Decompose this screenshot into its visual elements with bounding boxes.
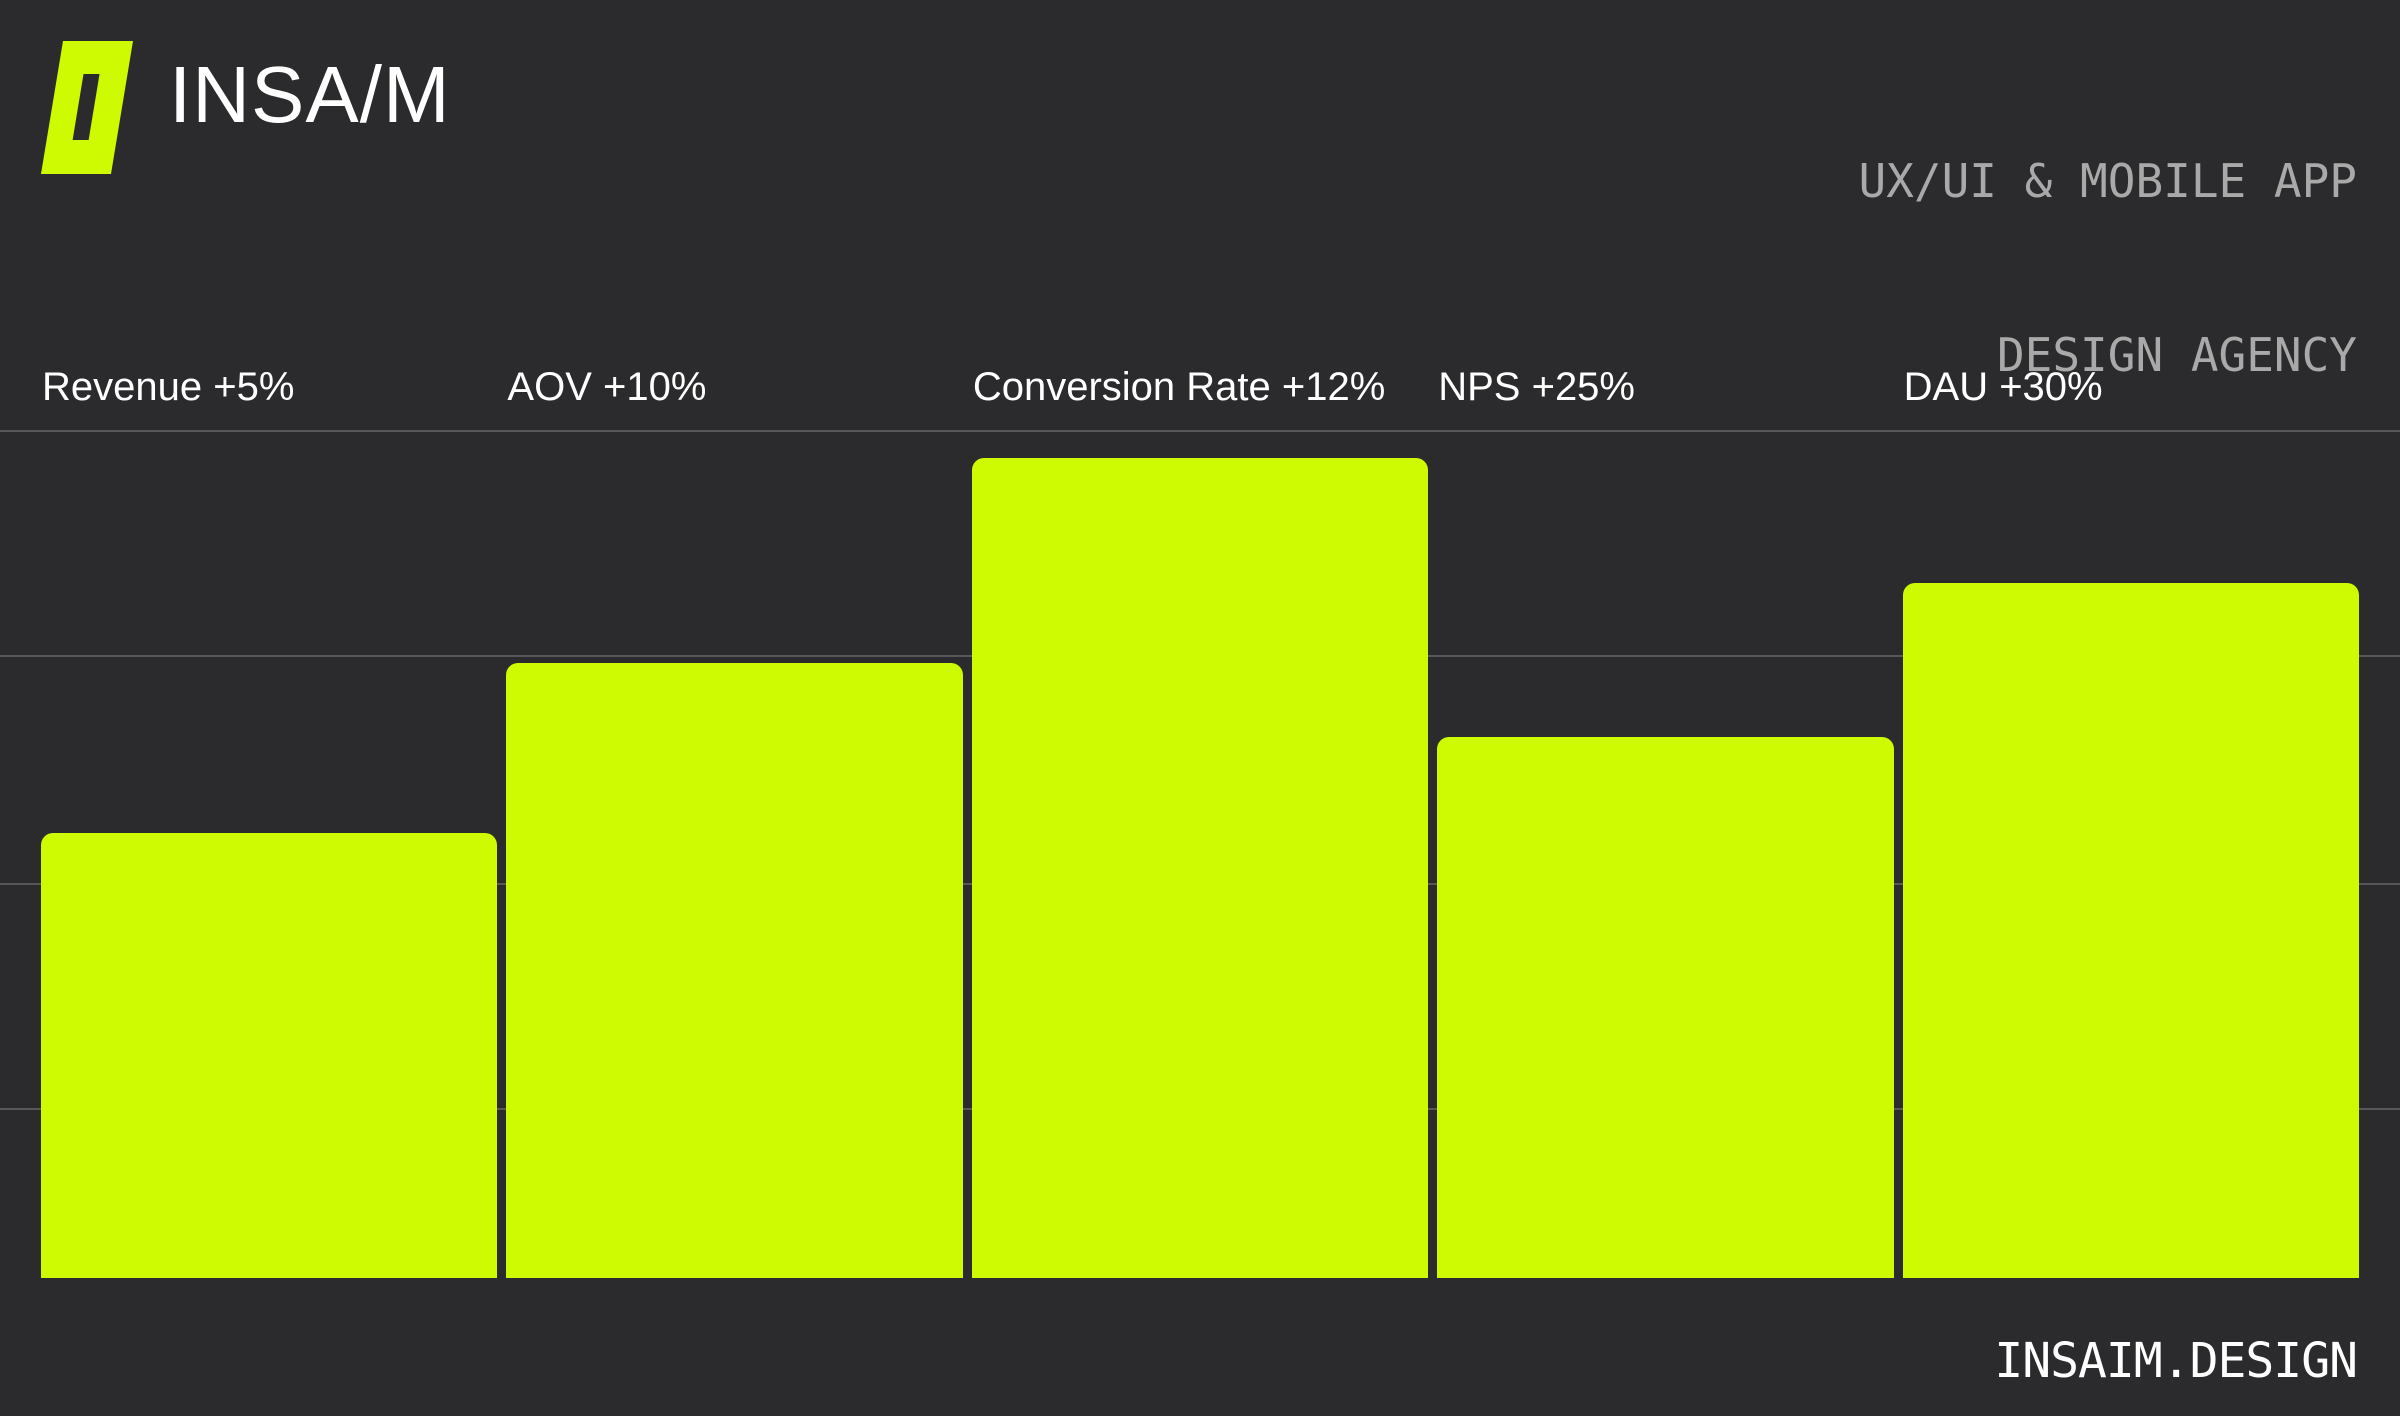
tagline-line-2: DESIGN AGENCY [1996, 328, 2357, 382]
logo-parallelogram-icon [40, 40, 133, 174]
website-url: INSAIM.DESIGN [1994, 1333, 2358, 1389]
bar [506, 663, 963, 1278]
agency-tagline: UX/UI & MOBILE APP DESIGN AGENCY [1859, 36, 2358, 500]
bar-chart: Revenue +5% AOV +10% Conversion Rate +12% N… [41, 365, 2360, 1278]
bar-label: AOV +10% [507, 365, 707, 409]
logo-slash-cutout [72, 73, 100, 140]
chart-column-dau: DAU +30% [1902, 365, 2360, 1278]
bar-label: DAU +30% [1903, 365, 2103, 409]
chart-column-conversion-rate: Conversion Rate +12% [971, 365, 1429, 1278]
logo: INSA/M [40, 32, 451, 182]
bar-label: NPS +25% [1438, 365, 1635, 409]
chart-column-revenue: Revenue +5% [41, 365, 498, 1278]
bar [41, 833, 498, 1278]
bar [971, 458, 1429, 1278]
chart-column-aov: AOV +10% [506, 365, 963, 1278]
logo-wordmark: INSA/M [169, 50, 451, 139]
bar-label: Conversion Rate +12% [972, 365, 1386, 409]
bar [1437, 737, 1894, 1278]
tagline-line-1: UX/UI & MOBILE APP [1858, 154, 2358, 208]
gridline [0, 430, 2400, 432]
chart-column-nps: NPS +25% [1437, 365, 1894, 1278]
bar-label: Revenue +5% [42, 365, 295, 409]
bar [1902, 583, 2360, 1278]
